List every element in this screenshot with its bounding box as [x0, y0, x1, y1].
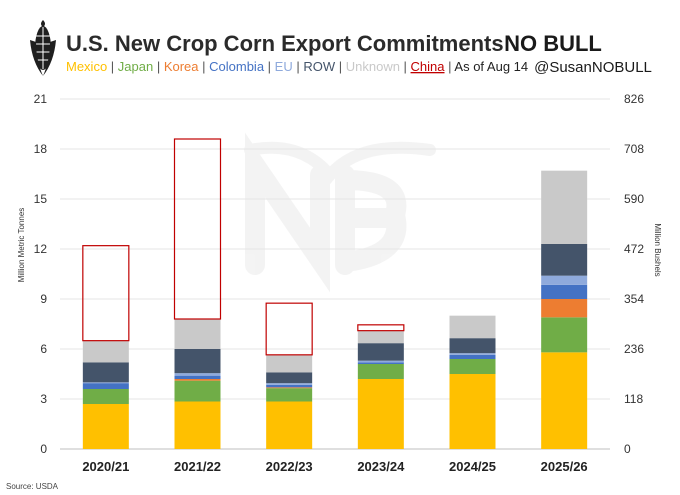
legend-separator: | — [199, 59, 210, 74]
x-tick-label: 2022/23 — [266, 459, 313, 474]
y-axis-label: Million Metric Tonnes — [17, 208, 26, 283]
legend-separator: | — [445, 59, 455, 74]
bar-eu-2022/23 — [266, 383, 313, 385]
bar-mexico-2020/21 — [82, 404, 129, 449]
bar-row-2022/23 — [266, 372, 313, 384]
legend-item-eu: EU — [275, 59, 293, 74]
bar-colombia-2020/21 — [82, 383, 129, 389]
bar-eu-2024/25 — [449, 353, 496, 355]
legend-item-japan: Japan — [118, 59, 153, 74]
bar-unknown-2025/26 — [541, 170, 588, 244]
bar-korea-2021/22 — [174, 379, 221, 381]
bar-colombia-2023/24 — [357, 362, 404, 364]
bar-unknown-2021/22 — [174, 319, 221, 349]
x-tick-label: 2025/26 — [541, 459, 588, 474]
legend-item-china: China — [411, 59, 446, 74]
bar-row-2020/21 — [82, 362, 129, 383]
y2-tick-label: 354 — [624, 292, 644, 306]
legend-separator: | — [335, 59, 346, 74]
brand-logo-text: NO BULL — [504, 31, 602, 56]
bar-colombia-2021/22 — [174, 375, 221, 379]
y-tick-label: 18 — [34, 142, 48, 156]
bar-unknown-2020/21 — [82, 340, 129, 363]
legend-separator: | — [107, 59, 118, 74]
legend-item-korea: Korea — [164, 59, 199, 74]
y-tick-label: 3 — [40, 392, 47, 406]
x-axis-labels: 2020/21 2021/22 2022/23 2023/24 2024/25 2025/… — [82, 459, 587, 474]
y-tick-label: 12 — [34, 242, 48, 256]
gridlines — [60, 98, 610, 450]
y2-axis-label: Million Bushels — [653, 223, 662, 276]
x-tick-label: 2023/24 — [357, 459, 405, 474]
source-note: Source: USDA — [6, 482, 59, 491]
bar-row-2025/26 — [541, 244, 588, 276]
bar-row-2021/22 — [174, 349, 221, 374]
bar-row-2024/25 — [449, 338, 496, 354]
bar-eu-2020/21 — [82, 382, 129, 384]
bar-eu-2025/26 — [541, 275, 588, 285]
bar-japan-2024/25 — [449, 359, 496, 374]
y2-tick-label: 236 — [624, 342, 644, 356]
legend-separator: | — [264, 59, 275, 74]
bar-mexico-2023/24 — [357, 379, 404, 449]
bar-mexico-2024/25 — [449, 374, 496, 449]
legend-item-row: ROW — [303, 59, 336, 74]
bar-china-2023/24 — [357, 324, 405, 332]
legend-item-mexico: Mexico — [66, 59, 107, 74]
y-tick-label: 0 — [40, 442, 47, 456]
bar-mexico-2022/23 — [266, 401, 313, 449]
bar-unknown-2022/23 — [266, 354, 313, 373]
bar-korea-2025/26 — [541, 299, 588, 318]
bar-china-2022/23 — [265, 302, 313, 356]
bar-china-2020/21 — [82, 245, 130, 342]
watermark-logo — [244, 132, 436, 293]
legend-separator: | — [400, 59, 411, 74]
y-tick-label: 6 — [40, 342, 47, 356]
legend-as-of-date: As of Aug 14 — [454, 59, 528, 74]
bar-colombia-2024/25 — [449, 354, 496, 359]
x-tick-label: 2024/25 — [449, 459, 496, 474]
bar-colombia-2022/23 — [266, 384, 313, 388]
y2-tick-label: 0 — [624, 442, 631, 456]
bar-eu-2023/24 — [357, 360, 404, 363]
y-tick-label: 15 — [34, 192, 48, 206]
y2-tick-label: 590 — [624, 192, 644, 206]
y2-tick-label: 826 — [624, 92, 644, 106]
legend-separator: | — [153, 59, 164, 74]
y2-axis-ticks: 0 118 236 354 472 590 708 826 — [624, 92, 644, 456]
legend: Mexico | Japan | Korea | Colombia | EU |… — [66, 59, 528, 74]
bar-korea-2022/23 — [266, 387, 313, 389]
y-tick-label: 21 — [34, 92, 48, 106]
bar-japan-2021/22 — [174, 380, 221, 402]
bar-unknown-2023/24 — [357, 330, 404, 344]
y2-tick-label: 708 — [624, 142, 644, 156]
y2-tick-label: 118 — [624, 392, 643, 406]
x-tick-label: 2021/22 — [174, 459, 221, 474]
bar-unknown-2024/25 — [449, 315, 496, 339]
bar-japan-2020/21 — [82, 389, 129, 404]
bar-mexico-2021/22 — [174, 401, 221, 449]
corn-icon — [30, 20, 56, 76]
bar-row-2023/24 — [357, 343, 404, 361]
x-tick-label: 2020/21 — [82, 459, 129, 474]
y-tick-label: 9 — [40, 292, 47, 306]
bar-japan-2023/24 — [357, 364, 404, 379]
legend-item-unknown: Unknown — [346, 59, 400, 74]
y2-tick-label: 472 — [624, 242, 644, 256]
y-axis-ticks: 0 3 6 9 12 15 18 21 — [34, 92, 48, 456]
bar-eu-2021/22 — [174, 373, 221, 376]
legend-item-colombia: Colombia — [209, 59, 265, 74]
bar-colombia-2025/26 — [541, 284, 588, 299]
social-handle: @SusanNOBULL — [534, 59, 652, 76]
bar-japan-2022/23 — [266, 388, 313, 402]
bars — [82, 138, 588, 449]
chart-title: U.S. New Crop Corn Export Commitments — [66, 31, 504, 56]
legend-separator: | — [293, 59, 304, 74]
bar-china-2021/22 — [173, 138, 222, 320]
bar-japan-2025/26 — [541, 317, 588, 353]
bar-mexico-2025/26 — [541, 352, 588, 449]
